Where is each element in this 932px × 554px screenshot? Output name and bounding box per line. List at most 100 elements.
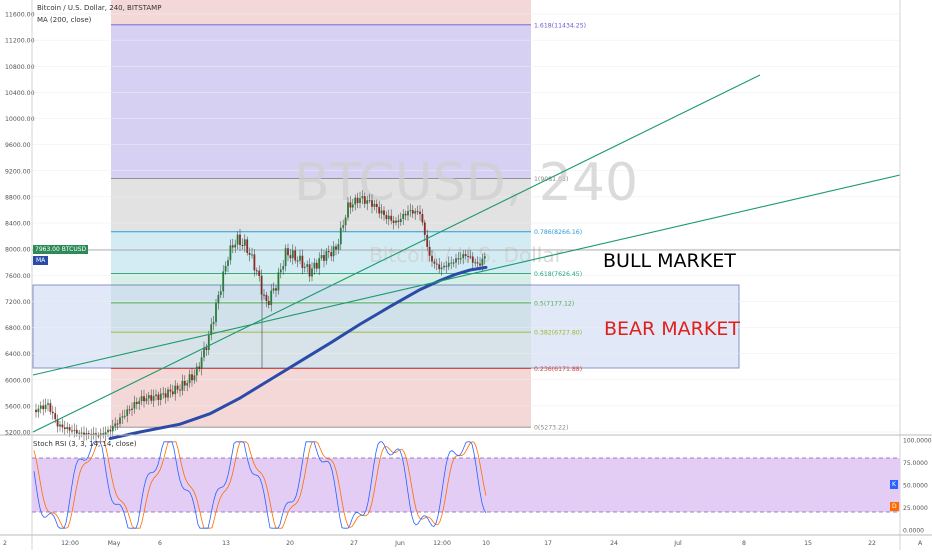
price-axis-label: 11600.00 bbox=[5, 12, 35, 19]
candle-body bbox=[467, 255, 469, 257]
time-axis-label: 15 bbox=[804, 540, 812, 547]
candle-body bbox=[71, 430, 73, 432]
fib-level-label: 1.618(11434.25) bbox=[534, 22, 586, 29]
candle-body bbox=[459, 258, 462, 260]
candle-body bbox=[260, 276, 263, 295]
time-axis-label: 10 bbox=[482, 540, 490, 547]
candle-body bbox=[78, 432, 81, 434]
candle-body bbox=[368, 200, 371, 202]
candle-body bbox=[227, 260, 229, 266]
candle-body bbox=[289, 255, 292, 259]
candle-body bbox=[181, 380, 184, 391]
price-axis-label: 10800.00 bbox=[5, 64, 35, 71]
candle-body bbox=[435, 263, 438, 265]
candle-body bbox=[205, 347, 208, 350]
time-axis-label: 22 bbox=[868, 540, 876, 547]
candle-body bbox=[188, 374, 191, 384]
candle-body bbox=[114, 423, 117, 427]
candle-body bbox=[474, 262, 477, 264]
candle-body bbox=[248, 252, 251, 255]
candle-body bbox=[47, 403, 49, 405]
candle-body bbox=[203, 347, 205, 358]
candle-body bbox=[277, 272, 280, 291]
candle-body bbox=[296, 260, 299, 262]
rsi-axis-label: 100.0000 bbox=[903, 438, 932, 445]
time-axis-label: 24 bbox=[610, 540, 618, 547]
candle-body bbox=[354, 197, 357, 205]
candle-body bbox=[433, 261, 436, 264]
candle-body bbox=[51, 411, 54, 414]
price-axis-label: 7200.00 bbox=[5, 299, 31, 306]
candle-body bbox=[363, 196, 366, 204]
candle-body bbox=[186, 383, 189, 386]
candle-body bbox=[111, 426, 114, 432]
candle-body bbox=[174, 385, 177, 395]
candle-body bbox=[152, 396, 155, 401]
candle-body bbox=[320, 255, 323, 259]
candle-body bbox=[236, 234, 239, 245]
candle-body bbox=[315, 262, 318, 269]
candle-body bbox=[399, 218, 402, 223]
rsi-d-badge: D bbox=[890, 502, 899, 511]
candle-body bbox=[452, 262, 455, 264]
candle-body bbox=[327, 251, 330, 253]
candle-body bbox=[311, 268, 313, 277]
fib-zone bbox=[111, 368, 531, 428]
time-axis-label: Jul bbox=[673, 540, 682, 547]
candle-body bbox=[308, 264, 311, 277]
candle-body bbox=[157, 394, 160, 400]
candle-body bbox=[392, 220, 395, 223]
candle-body bbox=[332, 246, 335, 257]
price-axis-label: 8800.00 bbox=[5, 194, 31, 201]
rsi-axis-label: 25.0000 bbox=[903, 505, 928, 512]
bull-market-label: BULL MARKET bbox=[603, 250, 736, 272]
candle-body bbox=[219, 291, 222, 295]
candle-body bbox=[239, 234, 241, 246]
candle-body bbox=[222, 271, 225, 292]
candle-body bbox=[282, 266, 285, 270]
price-axis-label: 8400.00 bbox=[5, 221, 31, 228]
candle-body bbox=[330, 252, 333, 257]
candle-body bbox=[337, 244, 340, 250]
price-axis-label: 6400.00 bbox=[5, 351, 31, 358]
fib-zone bbox=[111, 24, 531, 179]
candle-body bbox=[128, 409, 131, 411]
candle-body bbox=[140, 396, 143, 402]
candle-body bbox=[263, 294, 265, 296]
candle-body bbox=[366, 200, 369, 204]
candle-body bbox=[294, 250, 297, 261]
stoch-rsi-title[interactable]: Stoch RSI (3, 3, 14, 14, close) bbox=[33, 440, 137, 448]
candle-body bbox=[49, 403, 52, 412]
fib-level-label: 1(9081.03) bbox=[534, 176, 568, 183]
candle-body bbox=[75, 429, 78, 434]
candle-body bbox=[383, 210, 385, 216]
candle-body bbox=[325, 251, 328, 261]
candle-body bbox=[179, 389, 181, 391]
candle-body bbox=[335, 246, 337, 250]
candle-body bbox=[344, 217, 347, 226]
candle-body bbox=[217, 294, 220, 304]
time-axis-label: 8 bbox=[742, 540, 746, 547]
candle-body bbox=[92, 433, 95, 436]
candle-body bbox=[416, 211, 419, 213]
candle-body bbox=[167, 389, 169, 398]
candle-body bbox=[138, 401, 141, 405]
rsi-d-line bbox=[33, 441, 487, 529]
price-axis-label: 5600.00 bbox=[5, 403, 31, 410]
candle-body bbox=[44, 404, 47, 410]
candle-body bbox=[150, 395, 153, 401]
candle-body bbox=[450, 262, 453, 264]
candle-body bbox=[387, 215, 390, 220]
candle-body bbox=[479, 263, 481, 266]
candle-body bbox=[359, 198, 361, 204]
candle-body bbox=[409, 210, 412, 212]
candle-body bbox=[95, 433, 97, 436]
candle-body bbox=[123, 415, 126, 417]
indicator-label[interactable]: MA (200, close) bbox=[37, 16, 92, 24]
symbol-title: Bitcoin / U.S. Dollar, 240, BITSTAMP bbox=[37, 4, 162, 12]
candle-body bbox=[303, 266, 306, 268]
candle-body bbox=[380, 210, 383, 214]
trendline-upper bbox=[32, 74, 761, 433]
